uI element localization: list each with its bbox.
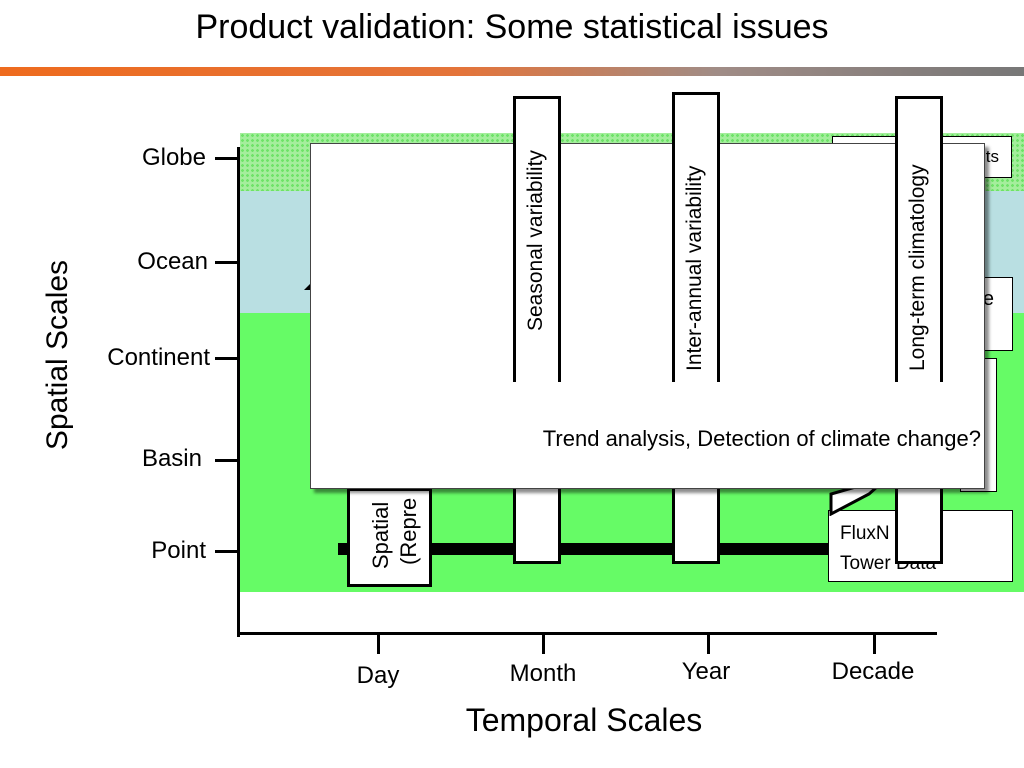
spatial-label-line-1: Spatial [368,501,393,569]
seasonal-column-base [513,480,561,564]
y-label-basin: Basin [141,445,202,472]
spatial-representativeness-column: Spatial (Repre [347,488,432,587]
spatial-label-line-2: (Repre [396,497,421,565]
fluxnet-line-1: FluxN [840,523,890,544]
interannual-column: Inter-annual variability [672,92,720,382]
interannual-label: Inter-annual variability [683,165,706,371]
seasonal-label: Seasonal variability [524,150,547,331]
title-divider [0,67,1024,76]
x-axis-title: Temporal Scales [465,702,703,738]
x-tick-decade [873,632,876,654]
y-label-point: Point [151,537,206,564]
interannual-column-base [672,480,720,564]
y-tick-point [215,550,239,553]
x-label-year: Year [681,658,731,685]
popup-text: Trend analysis, Detection of climate cha… [542,426,981,451]
seasonal-column: Seasonal variability [513,96,561,382]
climatology-column-base [895,480,943,564]
x-tick-day [377,632,380,654]
x-tick-year [707,632,710,654]
y-label-continent: Continent [107,344,210,371]
climatology-label: Long-term climatology [906,164,929,371]
y-axis-line [237,147,240,637]
y-label-ocean: Ocean [137,248,208,275]
y-axis-title: Spatial Scales [41,259,74,451]
x-tick-month [542,632,545,654]
x-label-day: Day [356,662,400,689]
slide-title: Product validation: Some statistical iss… [195,8,829,46]
y-label-globe: Globe [141,144,206,171]
popup-panel: Trend analysis, Detection of climate cha… [310,143,985,489]
x-label-month: Month [509,660,577,687]
y-tick-ocean [215,261,239,264]
y-tick-globe [215,157,239,160]
mid-right-box-text: e [982,288,994,310]
y-tick-basin [215,459,239,462]
x-axis-line [237,632,937,635]
climatology-column: Long-term climatology [895,96,943,382]
x-label-decade: Decade [831,658,915,685]
top-right-box-text: ts [985,147,999,166]
y-tick-continent [215,357,239,360]
